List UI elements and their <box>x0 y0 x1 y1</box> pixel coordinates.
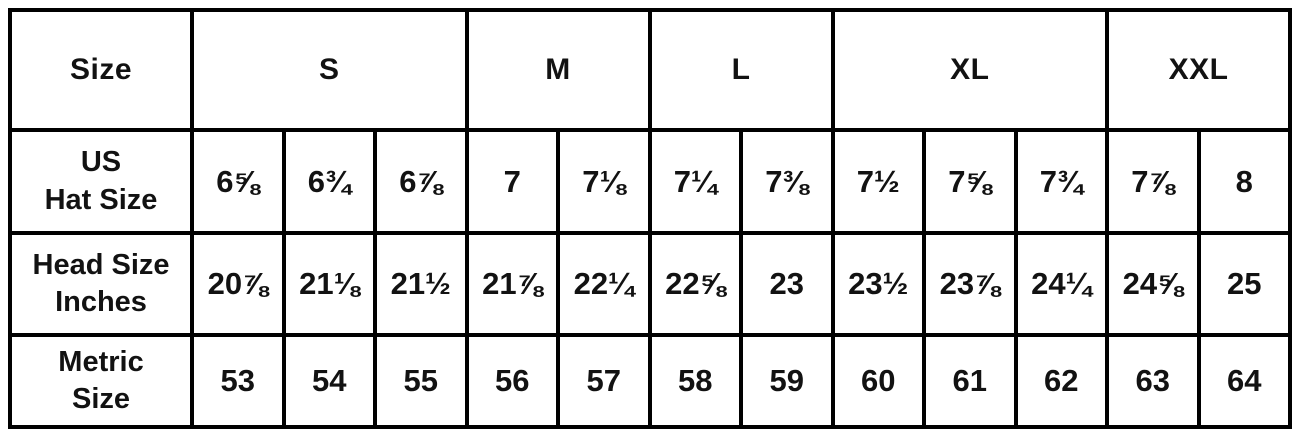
head-size-cell: 22⅝ <box>647 231 743 337</box>
row-header-line: Hat Size <box>44 183 158 216</box>
head-size-cell: 25 <box>1196 231 1292 337</box>
us-hat-size-cell: 7½ <box>830 128 926 235</box>
us-hat-size-cell: 7⅛ <box>556 128 652 235</box>
metric-size-cell: 53 <box>190 333 286 429</box>
head-size-cell: 22¼ <box>556 231 652 337</box>
head-size-cell: 23 <box>739 231 835 337</box>
hat-size-table: Size S M L XL XXL US Hat Size 6⅝ 6¾ 6⅞ 7… <box>8 8 1292 429</box>
metric-size-cell: 58 <box>647 333 743 429</box>
metric-size-cell: 54 <box>281 333 377 429</box>
head-size-cell: 23½ <box>830 231 926 337</box>
head-size-inches-row: Head Size Inches 20⅞ 21⅛ 21½ 21⅞ 22¼ 22⅝… <box>8 231 1292 337</box>
head-size-cell: 21⅞ <box>464 231 560 337</box>
us-hat-size-cell: 6⅞ <box>373 128 469 235</box>
metric-size-cell: 64 <box>1196 333 1292 429</box>
group-header-m: M <box>464 8 652 132</box>
head-size-cell: 23⅞ <box>922 231 1018 337</box>
us-hat-size-cell: 7⅞ <box>1105 128 1201 235</box>
head-size-cell: 24¼ <box>1013 231 1109 337</box>
head-size-cell: 21⅛ <box>281 231 377 337</box>
us-hat-size-cell: 6⅝ <box>190 128 286 235</box>
us-hat-size-row: US Hat Size 6⅝ 6¾ 6⅞ 7 7⅛ 7¼ 7⅜ 7½ 7⅝ 7¾… <box>8 128 1292 235</box>
metric-size-cell: 60 <box>830 333 926 429</box>
group-header-xl: XL <box>830 8 1109 132</box>
metric-size-row: Metric Size 53 54 55 56 57 58 59 60 61 6… <box>8 333 1292 429</box>
row-header-metric-size: Metric Size <box>8 333 194 429</box>
metric-size-cell: 57 <box>556 333 652 429</box>
us-hat-size-cell: 7¾ <box>1013 128 1109 235</box>
us-hat-size-cell: 6¾ <box>281 128 377 235</box>
metric-size-cell: 59 <box>739 333 835 429</box>
group-header-l: L <box>647 8 835 132</box>
us-hat-size-cell: 7⅜ <box>739 128 835 235</box>
metric-size-cell: 55 <box>373 333 469 429</box>
metric-size-cell: 61 <box>922 333 1018 429</box>
head-size-cell: 24⅝ <box>1105 231 1201 337</box>
metric-size-cell: 62 <box>1013 333 1109 429</box>
head-size-cell: 20⅞ <box>190 231 286 337</box>
metric-size-cell: 63 <box>1105 333 1201 429</box>
row-header-line: Metric <box>58 345 144 378</box>
us-hat-size-cell: 7¼ <box>647 128 743 235</box>
us-hat-size-cell: 7⅝ <box>922 128 1018 235</box>
us-hat-size-cell: 8 <box>1196 128 1292 235</box>
group-header-s: S <box>190 8 469 132</box>
row-header-us-hat-size: US Hat Size <box>8 128 194 235</box>
row-header-head-size-inches: Head Size Inches <box>8 231 194 337</box>
row-header-line: Head Size <box>32 248 170 281</box>
head-size-cell: 21½ <box>373 231 469 337</box>
group-header-xxl: XXL <box>1105 8 1292 132</box>
metric-size-cell: 56 <box>464 333 560 429</box>
row-header-line: Size <box>71 383 131 415</box>
us-hat-size-cell: 7 <box>464 128 560 235</box>
row-header-line: Inches <box>55 286 147 318</box>
size-group-row: Size S M L XL XXL <box>8 8 1292 132</box>
corner-header-size: Size <box>8 8 194 132</box>
row-header-line: US <box>80 146 122 179</box>
